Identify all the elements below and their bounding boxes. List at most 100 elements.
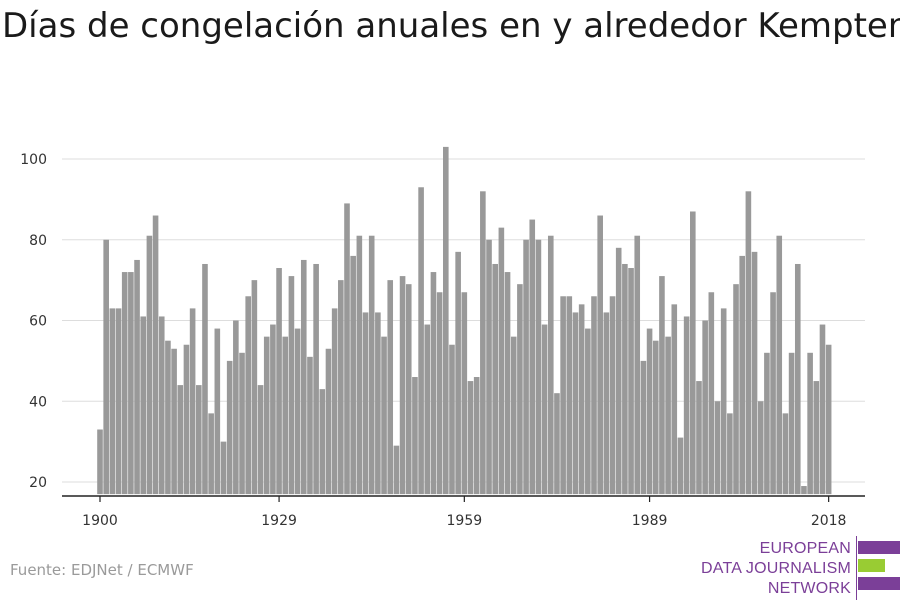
bar-1913	[177, 385, 184, 495]
bar-1925	[251, 280, 258, 495]
bar-1911	[165, 340, 171, 495]
bar-2012	[788, 352, 795, 495]
bar-2015	[807, 352, 813, 495]
y-tick-label: 80	[29, 233, 47, 249]
bar-1914	[183, 344, 190, 495]
bar-1982	[603, 312, 610, 495]
bar-1947	[387, 280, 394, 495]
x-tick-label: 2018	[811, 513, 847, 529]
bar-1926	[257, 385, 264, 495]
bar-1984	[615, 247, 622, 495]
logo-line-2: DATA JOURNALISM	[701, 560, 851, 577]
bar-1910	[158, 316, 165, 495]
bar-1961	[473, 377, 480, 495]
bar-1999	[708, 292, 715, 495]
bar-1978	[578, 304, 585, 495]
bar-2013	[794, 263, 801, 495]
bar-1903	[115, 308, 122, 495]
bar-1951	[412, 377, 418, 495]
bar-1901	[103, 239, 109, 495]
bar-1949	[399, 276, 406, 495]
bar-2001	[720, 308, 727, 495]
bar-1940	[344, 203, 350, 495]
bar-1977	[572, 312, 579, 495]
y-tick-label: 40	[29, 394, 47, 410]
bar-1917	[202, 263, 208, 495]
bar-2014	[801, 486, 807, 495]
bar-1998	[702, 320, 708, 495]
bar-1924	[245, 296, 251, 495]
bar-1950	[405, 284, 412, 495]
bar-2008	[764, 352, 770, 495]
logo-line-3: NETWORK	[767, 580, 851, 597]
bar-1904	[121, 272, 128, 495]
bar-1986	[628, 268, 634, 495]
bar-1995	[683, 316, 690, 495]
bar-2006	[751, 251, 758, 495]
bar-1980	[591, 296, 597, 495]
bar-1991	[659, 276, 665, 495]
bar-1937	[325, 348, 332, 495]
bar-1963	[486, 239, 492, 495]
bar-1953	[424, 324, 431, 495]
y-tick-label: 60	[29, 314, 47, 330]
logo-bar-bottom	[858, 577, 900, 590]
bar-1921	[226, 360, 233, 495]
edjnet-logo[interactable]: EUROPEAN DATA JOURNALISM NETWORK	[700, 536, 900, 600]
bar-1900	[97, 429, 103, 495]
bar-2002	[727, 413, 733, 495]
bar-2017	[819, 324, 826, 495]
bar-1966	[504, 272, 511, 495]
bar-1941	[350, 255, 356, 495]
x-tick-label: 1989	[632, 513, 668, 529]
bar-1971	[535, 239, 542, 495]
bar-1905	[128, 272, 134, 495]
bar-1915	[189, 308, 196, 495]
bar-1962	[480, 191, 486, 495]
bar-1952	[418, 187, 424, 495]
bar-1943	[362, 312, 369, 495]
bar-2005	[745, 191, 752, 495]
bar-1946	[381, 336, 387, 495]
bar-1988	[640, 360, 647, 495]
bar-1920	[220, 441, 227, 495]
bar-1979	[585, 328, 591, 495]
bar-1939	[338, 280, 344, 495]
bar-1934	[307, 356, 313, 495]
logo-bar-middle	[858, 559, 885, 572]
bar-1993	[671, 304, 678, 495]
bar-1933	[300, 259, 307, 495]
bar-1972	[541, 324, 548, 495]
bar-1944	[368, 235, 375, 495]
bar-1918	[208, 413, 214, 495]
bar-1912	[171, 348, 177, 495]
bar-1970	[529, 219, 536, 495]
bar-1919	[214, 328, 221, 495]
bar-1959	[461, 292, 468, 495]
bar-1935	[313, 263, 319, 495]
bar-1927	[263, 336, 270, 495]
bar-1942	[356, 235, 363, 495]
bar-1964	[492, 263, 498, 495]
bar-1954	[430, 272, 437, 495]
bar-2011	[782, 413, 789, 495]
x-tick-label: 1900	[82, 513, 118, 529]
bar-1976	[566, 296, 573, 495]
bar-1945	[375, 312, 381, 495]
bar-1990	[652, 340, 659, 495]
bar-1956	[443, 146, 449, 495]
bar-2016	[813, 381, 820, 495]
logo-bar-top	[858, 541, 900, 554]
bar-1922	[233, 320, 239, 495]
bar-1908	[146, 235, 153, 495]
bar-2010	[776, 235, 783, 495]
bar-1932	[294, 328, 301, 495]
bar-1973	[547, 235, 554, 495]
bar-1969	[523, 239, 529, 495]
bar-1975	[560, 296, 566, 495]
bar-1994	[677, 437, 684, 495]
bar-1936	[319, 389, 326, 495]
bar-1907	[140, 316, 147, 495]
bar-1909	[152, 215, 159, 495]
bar-1981	[597, 215, 603, 495]
